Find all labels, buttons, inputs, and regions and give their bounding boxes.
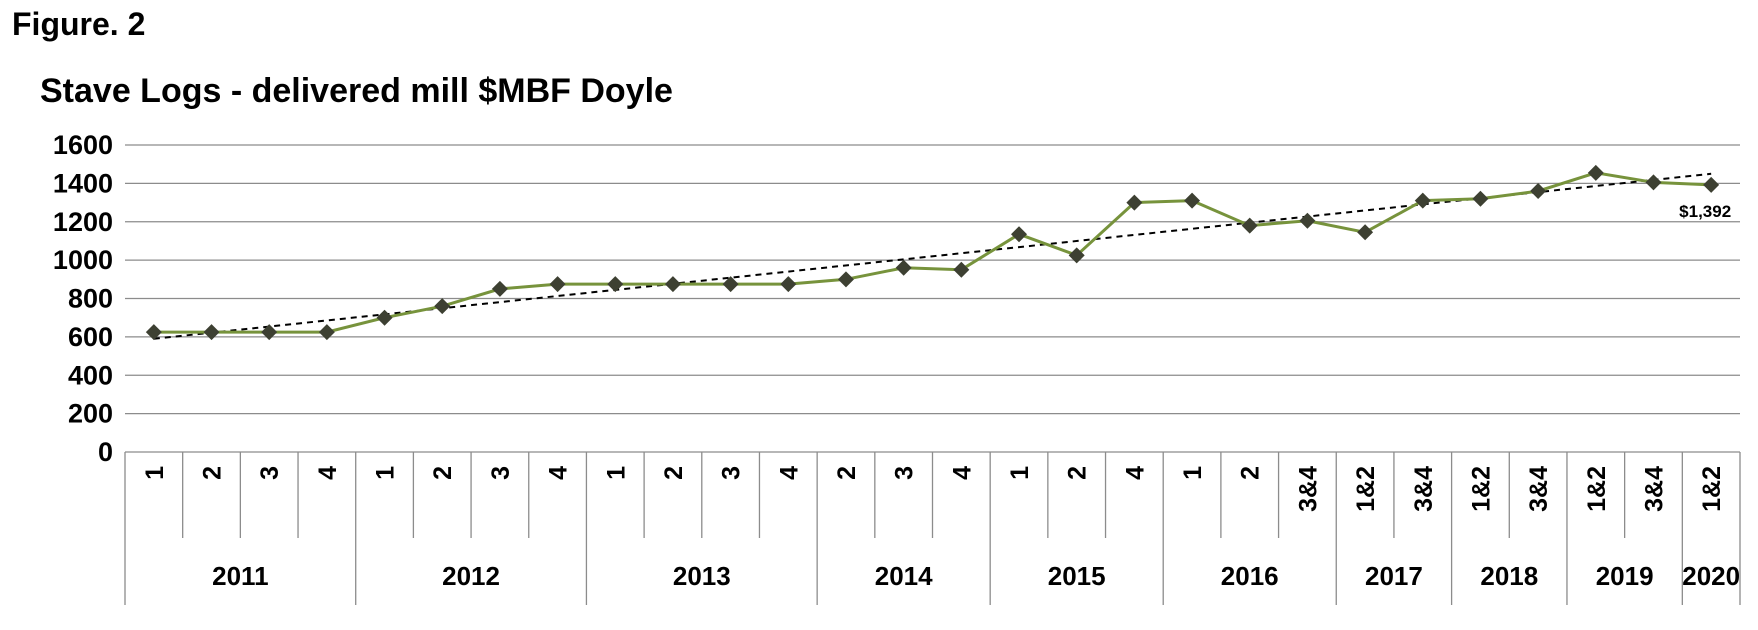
year-label: 2014 bbox=[875, 561, 933, 591]
y-tick-label: 1200 bbox=[53, 207, 113, 237]
x-tick-label: 1 bbox=[1179, 466, 1207, 480]
y-tick-label: 0 bbox=[98, 437, 113, 467]
x-tick-label: 2 bbox=[660, 466, 688, 480]
year-label: 2017 bbox=[1365, 561, 1423, 591]
x-tick-label: 1&2 bbox=[1352, 466, 1380, 512]
x-tick-label: 1 bbox=[372, 466, 400, 480]
y-tick-label: 1000 bbox=[53, 245, 113, 275]
data-point bbox=[1241, 217, 1258, 234]
x-tick-label: 3&4 bbox=[1525, 466, 1553, 512]
data-point bbox=[549, 276, 566, 293]
data-point bbox=[145, 324, 162, 341]
data-point bbox=[664, 276, 681, 293]
year-label: 2011 bbox=[212, 561, 268, 591]
data-point bbox=[261, 324, 278, 341]
figure-label: Figure. 2 bbox=[12, 6, 146, 42]
x-tick-label: 1 bbox=[602, 466, 630, 480]
y-tick-label: 600 bbox=[68, 322, 113, 352]
x-tick-label: 1&2 bbox=[1467, 466, 1495, 512]
x-tick-label: 2 bbox=[199, 466, 227, 480]
data-point bbox=[1357, 224, 1374, 241]
data-point bbox=[1011, 226, 1028, 243]
data-point bbox=[434, 298, 451, 315]
x-tick-label: 1 bbox=[1006, 466, 1034, 480]
x-tick-label: 3 bbox=[718, 466, 746, 480]
x-tick-label: 4 bbox=[775, 466, 803, 480]
x-tick-label: 4 bbox=[1121, 466, 1149, 480]
data-point bbox=[1414, 192, 1431, 209]
year-label: 2015 bbox=[1048, 561, 1106, 591]
data-point bbox=[1703, 176, 1720, 193]
x-tick-label: 2 bbox=[429, 466, 457, 480]
x-tick-label: 1 bbox=[141, 466, 169, 480]
year-label: 2012 bbox=[442, 561, 500, 591]
x-tick-label: 3 bbox=[256, 466, 284, 480]
y-tick-label: 400 bbox=[68, 360, 113, 390]
series-line bbox=[153, 171, 1712, 334]
x-tick-label: 1&2 bbox=[1583, 466, 1611, 512]
data-point bbox=[1184, 192, 1201, 209]
year-label: 2020 bbox=[1682, 561, 1740, 591]
data-point bbox=[1068, 247, 1085, 264]
x-tick-label: 2 bbox=[833, 466, 861, 480]
data-point bbox=[722, 276, 739, 293]
y-tick-label: 1400 bbox=[53, 168, 113, 198]
data-point bbox=[953, 261, 970, 278]
data-point bbox=[1472, 190, 1489, 207]
data-point bbox=[318, 324, 335, 341]
x-tick-label: 4 bbox=[545, 466, 573, 480]
y-tick-label: 800 bbox=[68, 284, 113, 314]
year-label: 2019 bbox=[1596, 561, 1654, 591]
data-point bbox=[895, 259, 912, 276]
x-tick-label: 4 bbox=[314, 466, 342, 480]
data-point bbox=[203, 324, 220, 341]
data-point bbox=[1645, 174, 1662, 191]
x-tick-label: 3 bbox=[891, 466, 919, 480]
x-tick-label: 2 bbox=[1237, 466, 1265, 480]
data-point bbox=[1299, 212, 1316, 229]
x-tick-label: 2 bbox=[1064, 466, 1092, 480]
y-tick-label: 1600 bbox=[53, 130, 113, 160]
year-label: 2013 bbox=[673, 561, 731, 591]
data-point bbox=[1587, 164, 1604, 181]
data-point bbox=[780, 276, 797, 293]
data-point bbox=[837, 271, 854, 288]
data-point bbox=[607, 276, 624, 293]
chart-title: Stave Logs - delivered mill $MBF Doyle bbox=[40, 72, 673, 110]
data-point bbox=[1530, 183, 1547, 200]
data-point bbox=[1126, 194, 1143, 211]
data-label: $1,392 bbox=[1679, 202, 1731, 221]
x-tick-label: 1&2 bbox=[1698, 466, 1726, 512]
data-point bbox=[491, 280, 508, 297]
x-tick-label: 4 bbox=[948, 466, 976, 480]
x-tick-label: 3 bbox=[487, 466, 515, 480]
trendline bbox=[153, 172, 1712, 340]
year-label: 2016 bbox=[1221, 561, 1279, 591]
y-tick-label: 200 bbox=[68, 399, 113, 429]
year-label: 2018 bbox=[1480, 561, 1538, 591]
x-tick-label: 3&4 bbox=[1294, 466, 1322, 512]
data-point bbox=[376, 309, 393, 326]
x-tick-label: 3&4 bbox=[1640, 466, 1668, 512]
x-tick-label: 3&4 bbox=[1410, 466, 1438, 512]
